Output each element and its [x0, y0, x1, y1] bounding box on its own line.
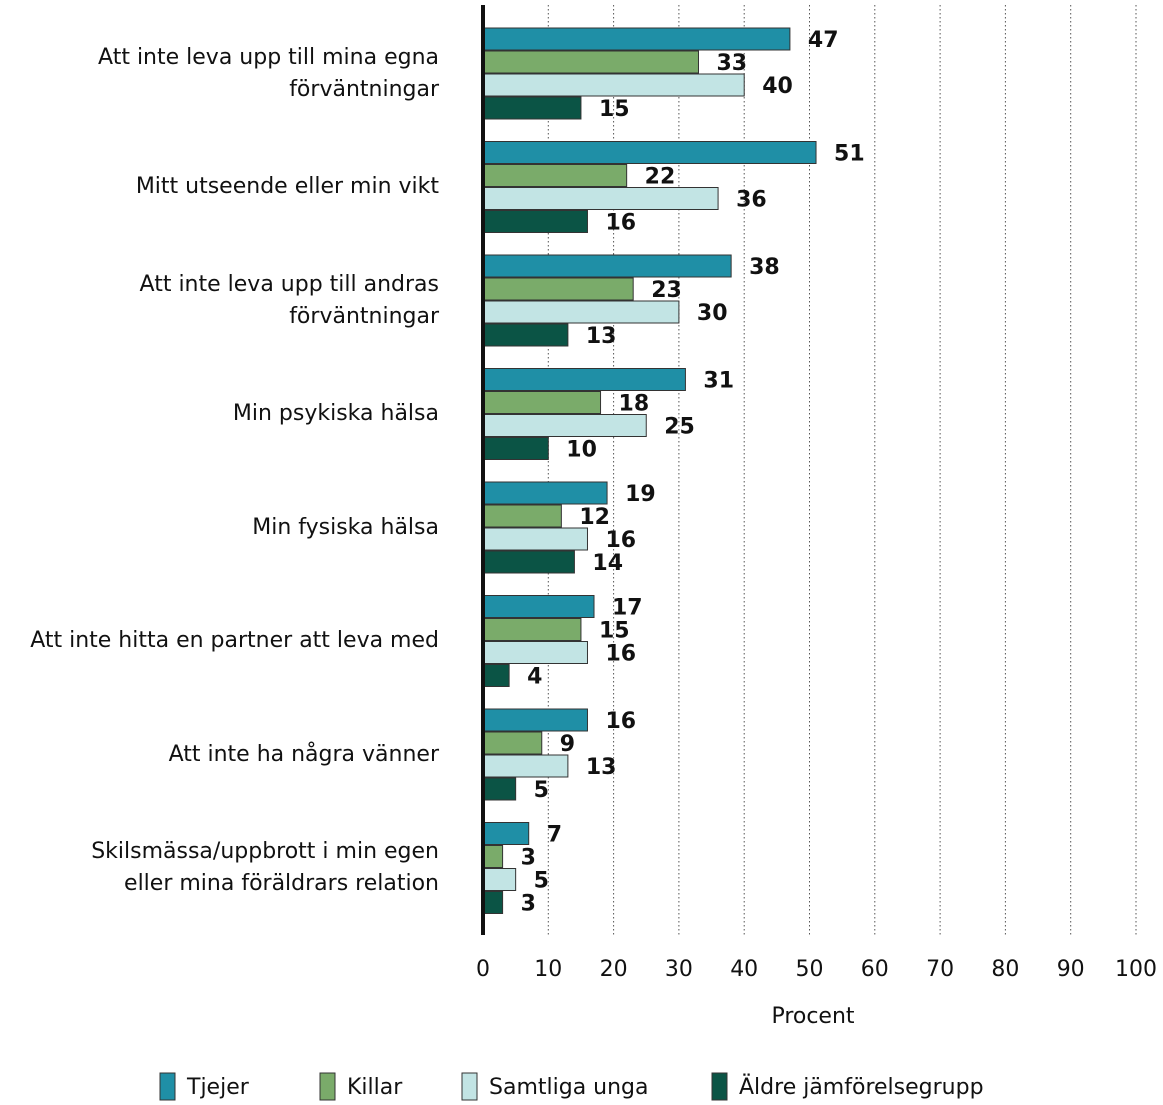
- category-label: Mitt utseende eller min vikt: [135, 174, 439, 199]
- x-tick-label: 40: [730, 957, 758, 982]
- value-label: 51: [834, 142, 865, 167]
- bar: [482, 754, 569, 778]
- bar: [482, 96, 582, 120]
- value-label: 38: [749, 255, 780, 280]
- legend-label: Samtliga unga: [489, 1075, 649, 1100]
- bar: [482, 437, 549, 460]
- x-tick-label: 50: [796, 957, 824, 982]
- bar: [482, 323, 569, 347]
- legend-swatch: [319, 1072, 336, 1101]
- legend-label: Killar: [347, 1075, 403, 1100]
- category-label: Att inte ha några vänner: [168, 741, 439, 767]
- x-tick-label: 90: [1057, 957, 1085, 982]
- value-label: 13: [586, 755, 617, 780]
- bar: [482, 891, 504, 914]
- bar: [482, 845, 504, 868]
- value-label: 47: [808, 28, 839, 53]
- x-tick-label: 0: [476, 957, 490, 982]
- value-label: 19: [625, 482, 656, 507]
- category-label: Min fysiska hälsa: [252, 514, 439, 540]
- value-label: 18: [619, 392, 650, 417]
- category-label: Att inte leva upp till andras förväntnin…: [139, 271, 439, 329]
- value-label: 14: [592, 551, 623, 576]
- value-label: 16: [605, 709, 636, 734]
- legend-swatch: [461, 1072, 478, 1101]
- value-label: 33: [716, 51, 747, 76]
- value-label: 16: [605, 642, 636, 667]
- x-tick-label: 20: [600, 957, 628, 982]
- category-label: Att inte leva upp till mina egna förvänt…: [98, 44, 439, 102]
- x-tick-label: 30: [665, 957, 693, 982]
- bar: [482, 391, 602, 414]
- x-axis-label: Procent: [771, 1004, 854, 1029]
- bar: [482, 187, 719, 210]
- value-label: 40: [762, 74, 793, 99]
- bar: [482, 708, 588, 732]
- x-tick-label: 10: [534, 957, 562, 982]
- category-label: Att inte hitta en partner att leva med: [30, 628, 439, 653]
- bar: [482, 618, 582, 641]
- bar: [482, 641, 588, 664]
- bar: [482, 504, 562, 528]
- value-label: 15: [599, 97, 630, 122]
- category-label: Skilsmässa/uppbrott i min egen eller min…: [91, 839, 439, 896]
- legend-swatch: [159, 1072, 176, 1101]
- bar: [482, 254, 732, 278]
- bar: [482, 550, 575, 574]
- value-label: 30: [697, 301, 728, 326]
- value-label: 4: [527, 665, 542, 690]
- bar: [482, 777, 517, 801]
- value-label: 10: [566, 438, 597, 463]
- bar: [482, 527, 588, 551]
- x-tick-label: 80: [991, 957, 1019, 982]
- value-label: 3: [521, 892, 536, 917]
- legend-swatch: [711, 1072, 728, 1101]
- bar: [482, 414, 647, 437]
- value-label: 5: [534, 869, 549, 894]
- x-tick-label: 100: [1115, 957, 1157, 982]
- bar: [482, 595, 595, 618]
- value-label: 36: [736, 188, 767, 213]
- x-tick-label: 70: [926, 957, 954, 982]
- value-label: 7: [547, 823, 562, 848]
- bar: [482, 50, 699, 74]
- bar: [482, 164, 628, 187]
- bar: [482, 210, 588, 233]
- value-label: 16: [605, 528, 636, 553]
- value-label: 9: [560, 732, 575, 757]
- value-label: 15: [599, 619, 630, 644]
- value-label: 12: [579, 505, 610, 530]
- value-label: 5: [534, 778, 549, 803]
- value-label: 25: [664, 415, 695, 440]
- bar: [482, 822, 530, 845]
- value-label: 22: [645, 165, 676, 190]
- value-label: 13: [586, 324, 617, 349]
- legend-label: Tjejer: [186, 1075, 250, 1100]
- bar: [482, 368, 686, 391]
- value-label: 31: [703, 369, 734, 394]
- bar: [482, 481, 608, 505]
- bar: [482, 73, 745, 97]
- value-label: 17: [612, 596, 643, 621]
- value-label: 23: [651, 278, 682, 303]
- bar: [482, 277, 634, 301]
- bar: [482, 27, 791, 51]
- bar: [482, 731, 543, 755]
- bar: [482, 868, 517, 891]
- bar: [482, 300, 680, 324]
- value-label: 16: [605, 211, 636, 236]
- bar: [482, 664, 510, 687]
- x-tick-label: 60: [861, 957, 889, 982]
- category-label: Min psykiska hälsa: [232, 401, 439, 426]
- legend-label: Äldre jämförelsegrupp: [739, 1074, 984, 1100]
- bar: [482, 141, 817, 164]
- value-label: 3: [521, 846, 536, 871]
